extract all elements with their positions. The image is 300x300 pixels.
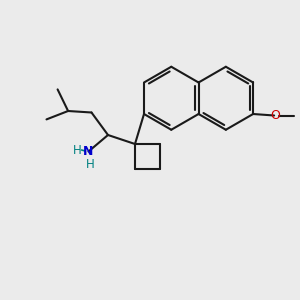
Text: O: O <box>270 109 280 122</box>
Text: H: H <box>73 143 82 157</box>
Text: H: H <box>85 158 94 171</box>
Text: N: N <box>83 145 94 158</box>
